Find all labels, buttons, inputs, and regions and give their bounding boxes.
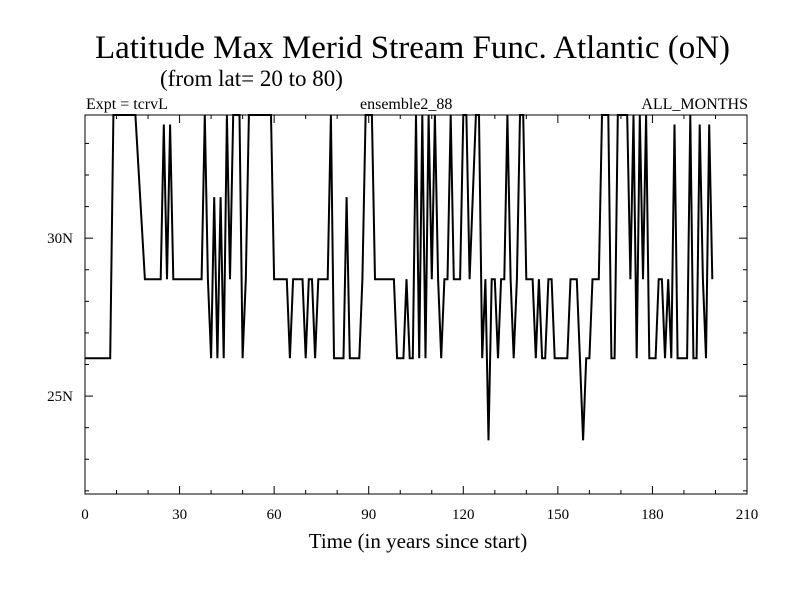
x-axis-title: Time (in years since start) — [309, 529, 528, 553]
y-tick-labels: 25N 30N — [47, 231, 73, 405]
run-label: ensemble2_88 — [360, 96, 453, 113]
x-tick-labels: 0 30 60 90 120 150 180 210 — [81, 507, 758, 523]
x-tick-label: 60 — [267, 507, 282, 523]
x-tick-label: 30 — [172, 507, 187, 523]
x-tick-label: 90 — [361, 507, 376, 523]
experiment-label: Expt = tcrvL — [86, 96, 168, 113]
series-group — [85, 114, 714, 441]
series-line — [85, 114, 714, 441]
x-tick-label: 210 — [736, 507, 759, 523]
x-tick-label: 150 — [547, 507, 570, 523]
x-tick-label: 120 — [452, 507, 475, 523]
y-tick-label: 25N — [47, 389, 73, 405]
x-tick-label: 0 — [81, 507, 89, 523]
x-tick-label: 180 — [641, 507, 664, 523]
y-tick-label: 30N — [47, 231, 73, 247]
plot-frame — [84, 114, 748, 495]
chart-subtitle: (from lat= 20 to 80) — [160, 66, 343, 91]
chart-title: Latitude Max Merid Stream Func. Atlantic… — [94, 30, 731, 66]
months-label: ALL_MONTHS — [641, 96, 748, 113]
